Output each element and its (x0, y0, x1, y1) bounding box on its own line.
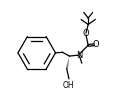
Text: O: O (82, 29, 89, 38)
Text: OH: OH (63, 81, 75, 90)
Polygon shape (66, 56, 69, 69)
Text: N: N (76, 50, 83, 60)
Text: O: O (93, 40, 99, 49)
